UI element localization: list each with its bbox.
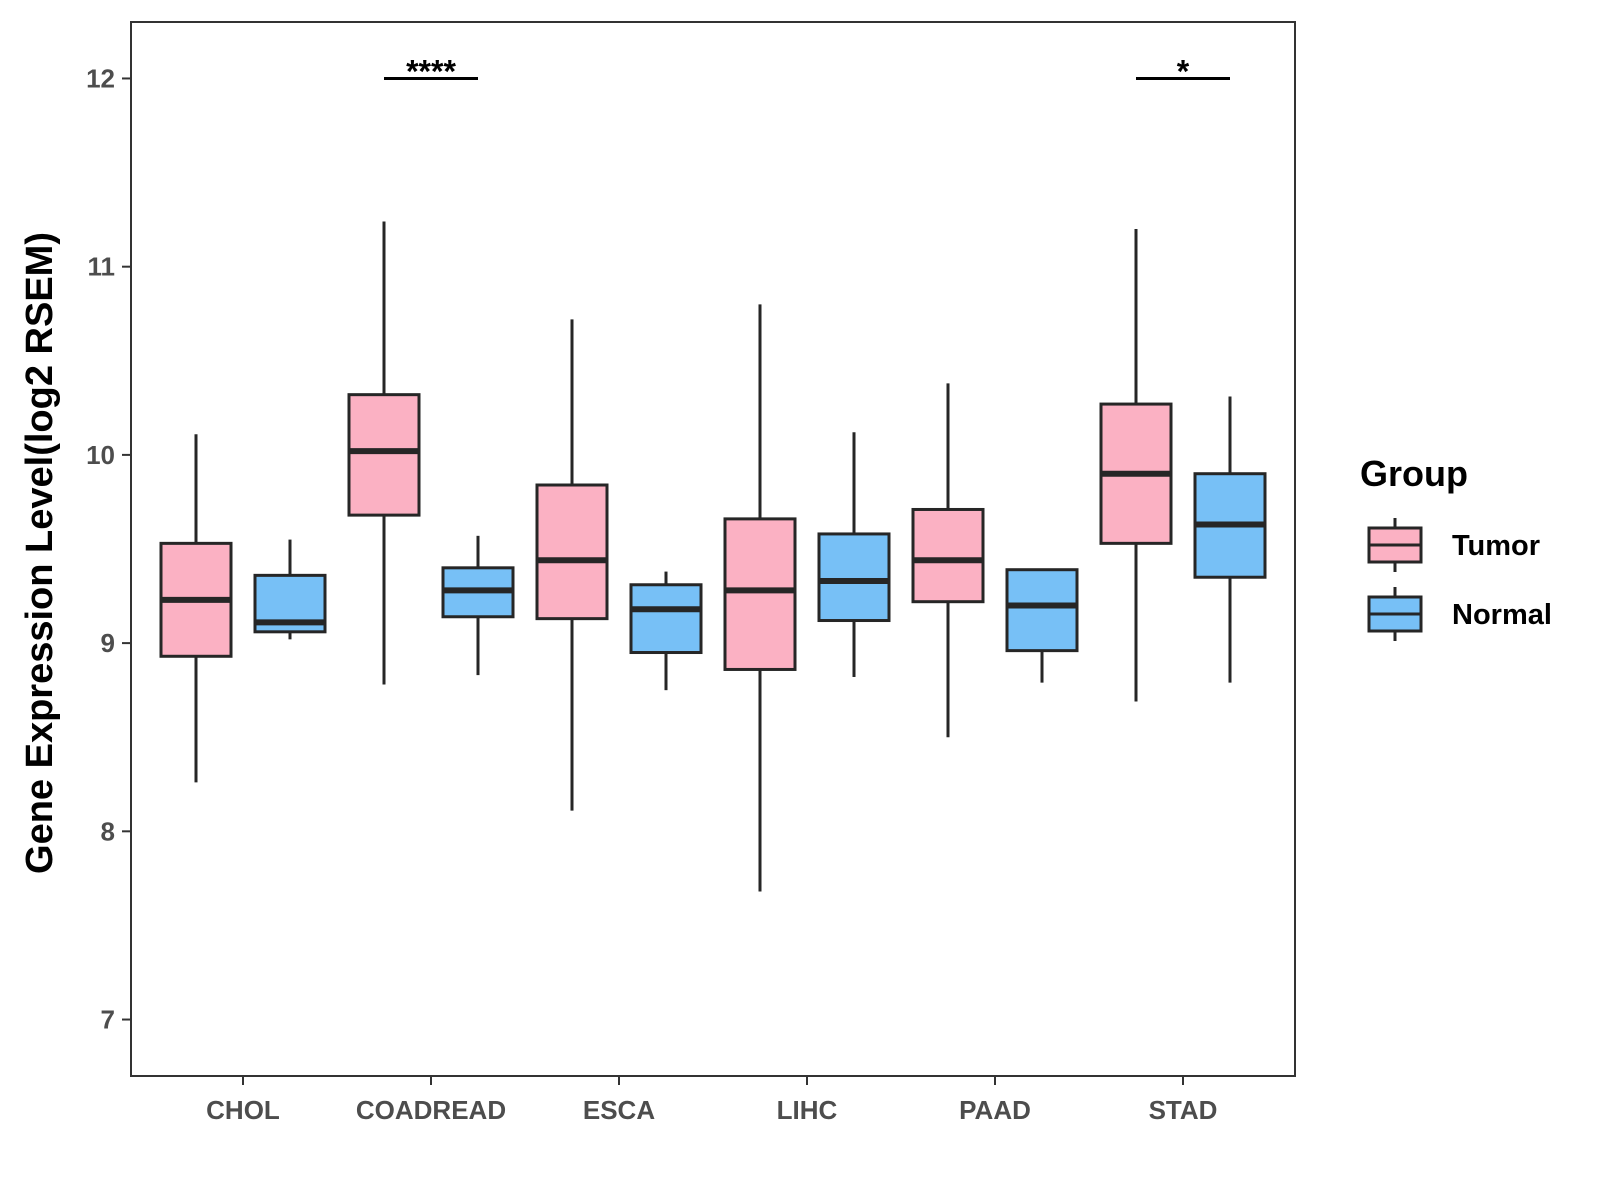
significance-label: **** (406, 53, 456, 89)
legend-entry-normal: Normal (1367, 587, 1552, 641)
box-body (347, 393, 421, 517)
box-normal-paad (1005, 568, 1079, 683)
legend-label: Normal (1452, 599, 1552, 631)
box-body (723, 517, 797, 671)
y-axis-title: Gene Expression Level(log2 RSEM) (19, 232, 61, 874)
box-tumor-coadread (347, 221, 421, 685)
box-tumor-paad (911, 383, 985, 738)
x-axis: CHOL COADREAD ESCA LIHC PAAD STAD (206, 1076, 1217, 1125)
box-tumor-chol (159, 434, 233, 783)
x-tick-label: LIHC (777, 1095, 838, 1125)
x-tick-label: PAAD (959, 1095, 1031, 1125)
box-normal-chol (253, 539, 327, 640)
box-normal-esca (629, 571, 703, 691)
legend-title: Group (1360, 453, 1468, 494)
box-tumor-lihc (723, 304, 797, 892)
box-normal-stad (1193, 396, 1267, 683)
y-tick-label: 11 (88, 252, 116, 282)
x-tick-label: CHOL (206, 1095, 280, 1125)
box-tumor-esca (535, 319, 609, 811)
box-body (629, 583, 703, 655)
x-tick-label: ESCA (583, 1095, 655, 1125)
box-body (1005, 568, 1079, 653)
box-tumor-stad (1099, 229, 1173, 702)
box-normal-coadread (441, 535, 515, 676)
box-body (817, 532, 891, 623)
legend: Group Tumor Normal (1360, 453, 1552, 641)
y-tick-label: 9 (101, 628, 115, 658)
significance-label: * (1177, 53, 1190, 89)
significance-annotations: **** * (384, 53, 1230, 89)
y-tick-label: 10 (86, 440, 115, 470)
y-tick-label: 7 (101, 1005, 115, 1035)
legend-entry-tumor: Tumor (1367, 518, 1540, 572)
x-tick-label: COADREAD (356, 1095, 506, 1125)
y-tick-label: 12 (86, 63, 115, 93)
box-normal-lihc (817, 432, 891, 677)
box-body (535, 483, 609, 621)
plot-marks (130, 21, 1296, 1077)
x-tick-label: STAD (1149, 1095, 1218, 1125)
plot-panel-border (130, 21, 1296, 1077)
legend-entries: Tumor Normal (1367, 518, 1552, 641)
legend-label: Tumor (1452, 530, 1540, 562)
y-axis: 7 8 9 10 11 12 (86, 63, 131, 1035)
y-tick-label: 8 (101, 816, 115, 846)
box-body (911, 507, 985, 604)
